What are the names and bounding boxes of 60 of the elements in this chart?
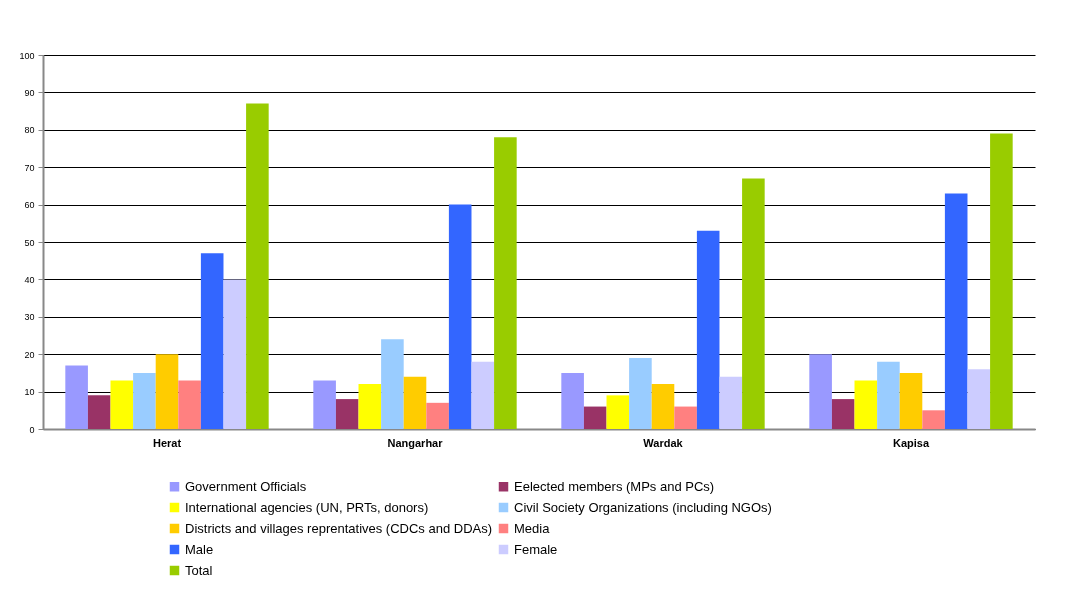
x-tick-label: Kapisa — [892, 436, 930, 449]
legend-label: Government Officials — [185, 478, 307, 494]
legend-label: Districts and villages reprentatives (CDCs and DDAs) — [185, 520, 493, 536]
bar — [990, 133, 1013, 429]
bar — [155, 354, 179, 429]
y-tick-label: 40 — [24, 274, 35, 285]
bar — [561, 372, 584, 429]
bar — [696, 230, 720, 429]
bar — [246, 103, 269, 429]
y-tick-label: 100 — [19, 50, 35, 61]
bar — [403, 376, 427, 429]
x-tick-label: Wardak — [643, 436, 684, 449]
y-tick-label: 30 — [24, 312, 35, 323]
bar — [629, 357, 652, 429]
legend-label: Eelected members (MPs and PCs) — [514, 478, 715, 494]
bar — [944, 193, 968, 429]
bar — [133, 372, 156, 429]
bar — [674, 406, 697, 429]
bar — [583, 406, 607, 429]
bar — [877, 361, 900, 429]
x-tick-label: Nangarhar — [387, 436, 444, 449]
bar — [358, 384, 382, 429]
bar — [87, 395, 111, 429]
y-tick-label: 70 — [24, 162, 35, 173]
y-tick-label: 80 — [24, 125, 35, 136]
bar — [110, 380, 134, 429]
y-tick-label: 0 — [29, 424, 35, 435]
bar — [606, 395, 630, 429]
legend-label: International agencies (UN, PRTs, donors) — [185, 499, 429, 515]
legend-label: Civil Society Organizations (including NGOs) — [514, 499, 772, 515]
bar — [922, 410, 945, 429]
legend-label: Total — [185, 562, 213, 578]
bar — [494, 137, 517, 429]
bar — [854, 380, 878, 429]
bar — [313, 380, 336, 429]
y-tick-label: 20 — [24, 349, 35, 360]
bar — [200, 253, 224, 429]
bar — [448, 204, 472, 429]
bar — [471, 361, 495, 429]
bar — [223, 279, 247, 429]
y-tick-label: 10 — [24, 387, 35, 398]
bar — [426, 402, 449, 429]
bar — [178, 380, 201, 429]
bar — [65, 365, 88, 429]
bar — [809, 354, 832, 429]
bar — [831, 399, 855, 429]
y-tick-label: 90 — [24, 87, 35, 98]
bar — [381, 339, 404, 429]
legend-label: Media — [514, 520, 551, 536]
bar — [899, 372, 923, 429]
bar — [742, 178, 765, 429]
legend-label: Female — [514, 541, 558, 557]
bar — [335, 399, 359, 429]
bar — [651, 384, 675, 429]
bar — [719, 376, 743, 429]
legend-label: Male — [185, 541, 214, 557]
y-tick-label: 50 — [24, 237, 35, 248]
y-tick-label: 60 — [24, 200, 35, 211]
bar — [967, 369, 991, 429]
x-tick-label: Herat — [152, 436, 182, 449]
